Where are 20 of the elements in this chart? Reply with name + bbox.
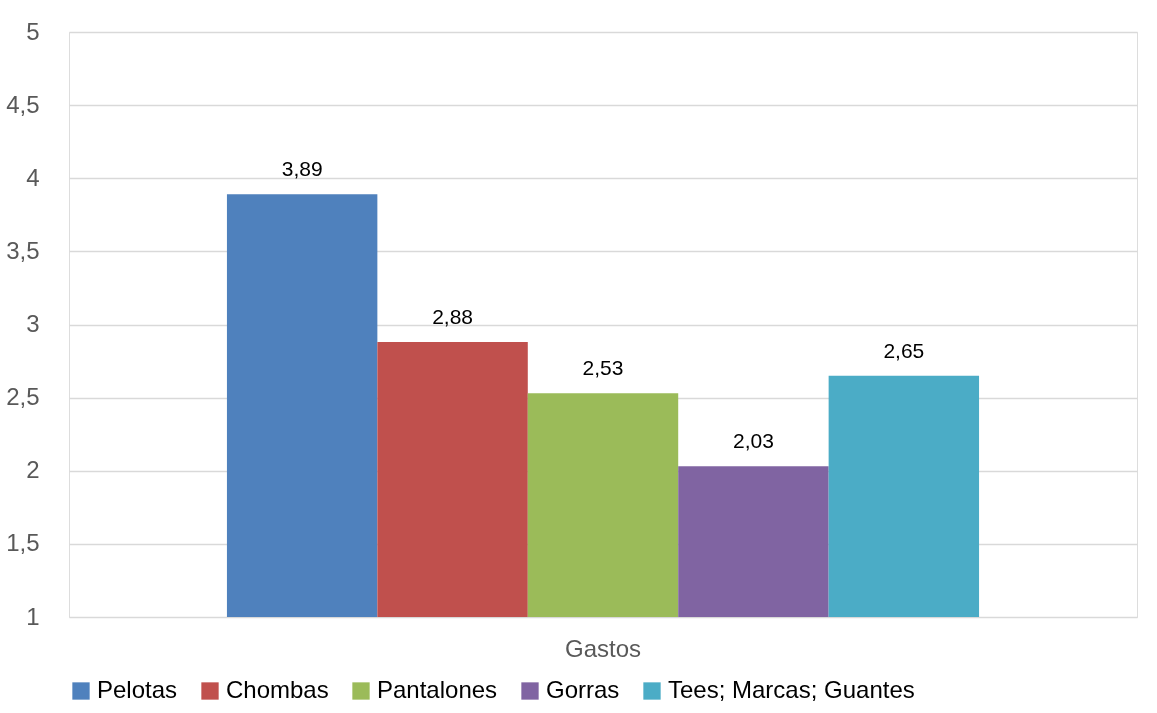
y-tick-label: 2 <box>26 456 40 484</box>
data-label: 2,88 <box>432 305 474 329</box>
y-tick-label: 1 <box>26 602 40 630</box>
y-tick-label: 3,5 <box>6 236 40 264</box>
legend-label: Gorras <box>546 676 620 703</box>
legend-label: Chombas <box>226 676 329 703</box>
data-label: 2,53 <box>582 356 624 380</box>
y-tick-label: 3 <box>26 310 40 337</box>
y-tick-label: 4 <box>26 163 40 191</box>
data-label: 2,65 <box>883 338 925 362</box>
legend-label: Pantalones <box>377 676 498 703</box>
data-label: 2,03 <box>732 429 774 453</box>
y-tick-label: 4,5 <box>6 90 40 118</box>
y-tick-label: 2,5 <box>6 383 40 411</box>
legend-label: Tees; Marcas; Guantes <box>668 676 915 703</box>
data-label: 3,89 <box>281 157 323 181</box>
y-tick-label: 1,5 <box>6 529 40 557</box>
legend-label: Pelotas <box>97 676 178 703</box>
x-tick-label: Gastos <box>564 634 642 662</box>
y-tick-label: 5 <box>26 17 40 45</box>
